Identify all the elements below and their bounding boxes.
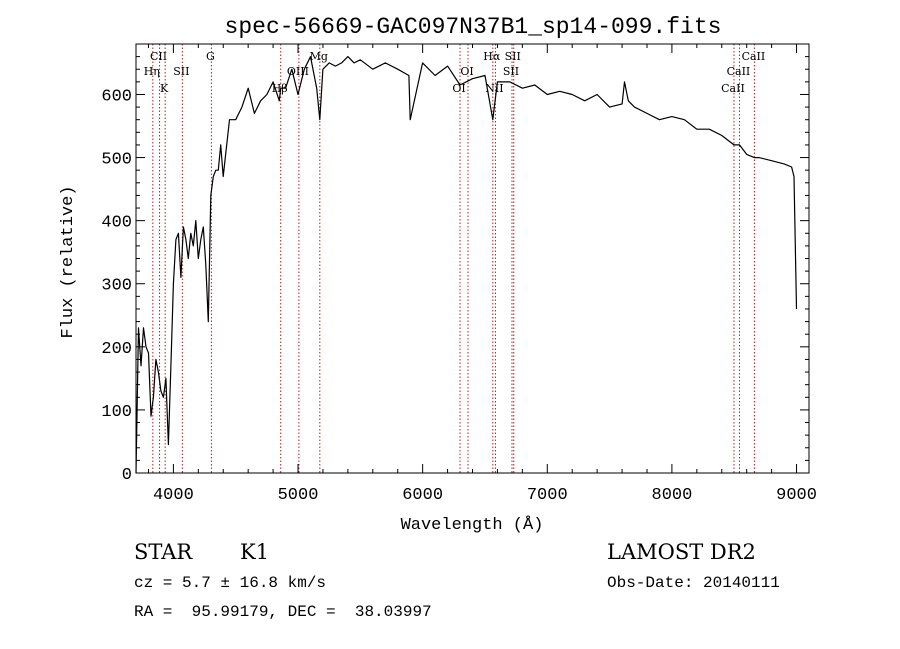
y-tick-label: 500 (101, 151, 132, 170)
x-tick-label: 8000 (652, 486, 693, 505)
marker-label: NII (485, 82, 503, 95)
chart-title: spec-56669-GAC097N37B1_sp14-099.fits (225, 14, 722, 40)
marker-label: Mg (310, 50, 328, 63)
observation-date: Obs-Date: 20140111 (607, 574, 780, 592)
y-tick-label: 400 (101, 214, 132, 233)
object-class: STAR (134, 540, 193, 564)
redshift-readout: cz = 5.7 ± 16.8 km/s (134, 574, 327, 592)
x-tick-label: 5000 (278, 486, 319, 505)
x-tick-label: 9000 (776, 486, 817, 505)
marker-label: SII (173, 65, 189, 78)
y-tick-label: 200 (101, 340, 132, 359)
x-tick-label: 4000 (153, 486, 194, 505)
y-tick-label: 300 (101, 277, 132, 296)
spectrum-line (135, 55, 798, 474)
y-tick-label: 0 (122, 466, 132, 485)
y-axis-label: Flux (relative) (59, 185, 78, 338)
y-tick-label: 100 (101, 403, 132, 422)
marker-label: CII (150, 50, 167, 63)
marker-label: SII (503, 65, 519, 78)
survey-name: LAMOST DR2 (607, 540, 756, 564)
marker-label: CaII (727, 65, 751, 78)
plot-frame (135, 43, 810, 474)
plot-area (135, 43, 810, 474)
marker-label: G (206, 50, 215, 63)
marker-label: K (160, 82, 169, 95)
marker-label: CaII (742, 50, 766, 63)
marker-label: OI (452, 82, 465, 95)
x-tick-label: 7000 (527, 486, 568, 505)
marker-label: CaII (721, 82, 745, 95)
marker-label: Hα (483, 50, 501, 63)
axis-ticks: 4000 5000 6000 7000 8000 9000 0 100 200 300 400 500… (101, 43, 817, 505)
coordinates-readout: RA = 95.99179, DEC = 38.03997 (134, 603, 432, 621)
marker-label: Hη (144, 65, 160, 78)
spectrum-chart: spec-56669-GAC097N37B1_sp14-099.fits Wav… (59, 14, 817, 535)
y-tick-label: 600 (101, 87, 132, 106)
x-axis-label: Wavelength (Å) (401, 516, 544, 535)
object-subclass: K1 (240, 540, 270, 564)
marker-label: SII (505, 50, 521, 63)
spectral-line-markers: HηCIIKSIIGHβOIIIMgOIOIHαNIISIISIICaIICaI… (144, 44, 766, 473)
marker-label: OI (460, 65, 473, 78)
x-tick-label: 6000 (402, 486, 443, 505)
